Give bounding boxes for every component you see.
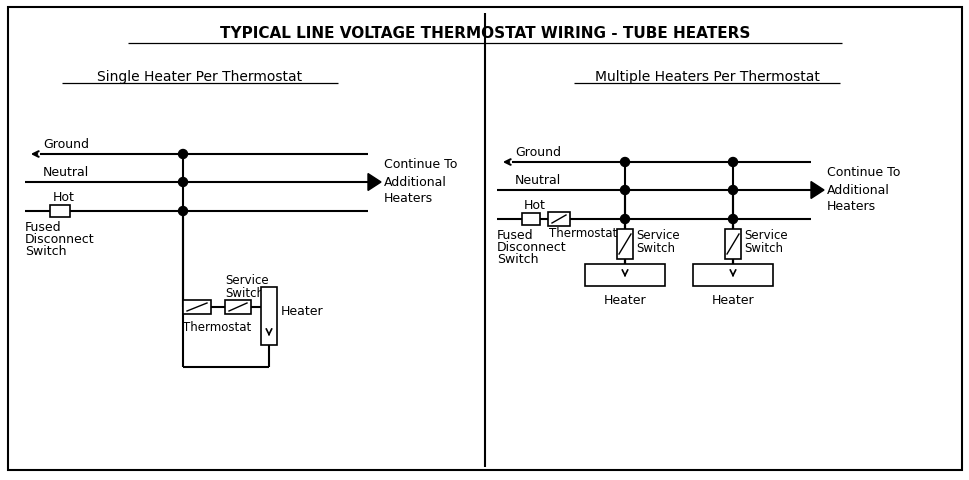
Bar xyxy=(50,205,70,217)
Text: Neutral: Neutral xyxy=(515,174,561,187)
Bar xyxy=(584,264,665,287)
Text: Switch: Switch xyxy=(743,242,782,255)
Text: Switch: Switch xyxy=(25,245,67,258)
Circle shape xyxy=(620,215,629,224)
Text: Single Heater Per Thermostat: Single Heater Per Thermostat xyxy=(97,70,302,84)
Text: Ground: Ground xyxy=(515,146,560,159)
Text: Service: Service xyxy=(636,229,679,242)
Text: Disconnect: Disconnect xyxy=(25,233,95,246)
Text: Switch: Switch xyxy=(225,287,264,300)
Text: Continue To: Continue To xyxy=(827,166,899,179)
Text: Switch: Switch xyxy=(636,242,674,255)
Text: Service: Service xyxy=(225,274,268,287)
Text: Thermostat: Thermostat xyxy=(548,227,616,240)
Circle shape xyxy=(178,207,187,216)
Text: Hot: Hot xyxy=(523,199,546,212)
Bar xyxy=(183,300,211,314)
Text: Disconnect: Disconnect xyxy=(496,241,566,254)
Polygon shape xyxy=(367,174,381,191)
Text: Ground: Ground xyxy=(43,138,89,151)
Text: Fused: Fused xyxy=(25,221,62,234)
Circle shape xyxy=(178,178,187,187)
Circle shape xyxy=(178,150,187,159)
Circle shape xyxy=(728,186,736,195)
Bar xyxy=(225,300,251,314)
Circle shape xyxy=(728,215,736,224)
Text: Service: Service xyxy=(743,229,787,242)
Circle shape xyxy=(620,158,629,167)
Text: Heater: Heater xyxy=(603,294,645,307)
Text: TYPICAL LINE VOLTAGE THERMOSTAT WIRING - TUBE HEATERS: TYPICAL LINE VOLTAGE THERMOSTAT WIRING -… xyxy=(220,26,749,41)
Polygon shape xyxy=(810,182,823,199)
Text: Additional: Additional xyxy=(384,176,447,189)
Circle shape xyxy=(620,186,629,195)
Bar xyxy=(724,229,740,260)
Text: Fused: Fused xyxy=(496,229,533,242)
Text: Heater: Heater xyxy=(711,294,754,307)
Bar xyxy=(521,214,540,226)
Bar xyxy=(547,213,570,227)
Circle shape xyxy=(728,158,736,167)
Text: Multiple Heaters Per Thermostat: Multiple Heaters Per Thermostat xyxy=(594,70,819,84)
Text: Thermostat: Thermostat xyxy=(183,321,251,334)
Text: Additional: Additional xyxy=(827,184,889,197)
Bar xyxy=(692,264,772,287)
Text: Neutral: Neutral xyxy=(43,166,89,179)
Text: Hot: Hot xyxy=(53,191,75,204)
Text: Continue To: Continue To xyxy=(384,158,457,171)
Text: Switch: Switch xyxy=(496,253,538,266)
Text: Heaters: Heaters xyxy=(827,200,875,213)
Bar xyxy=(261,288,277,345)
Bar xyxy=(616,229,633,260)
Text: Heater: Heater xyxy=(281,305,324,318)
Text: Heaters: Heaters xyxy=(384,192,433,205)
